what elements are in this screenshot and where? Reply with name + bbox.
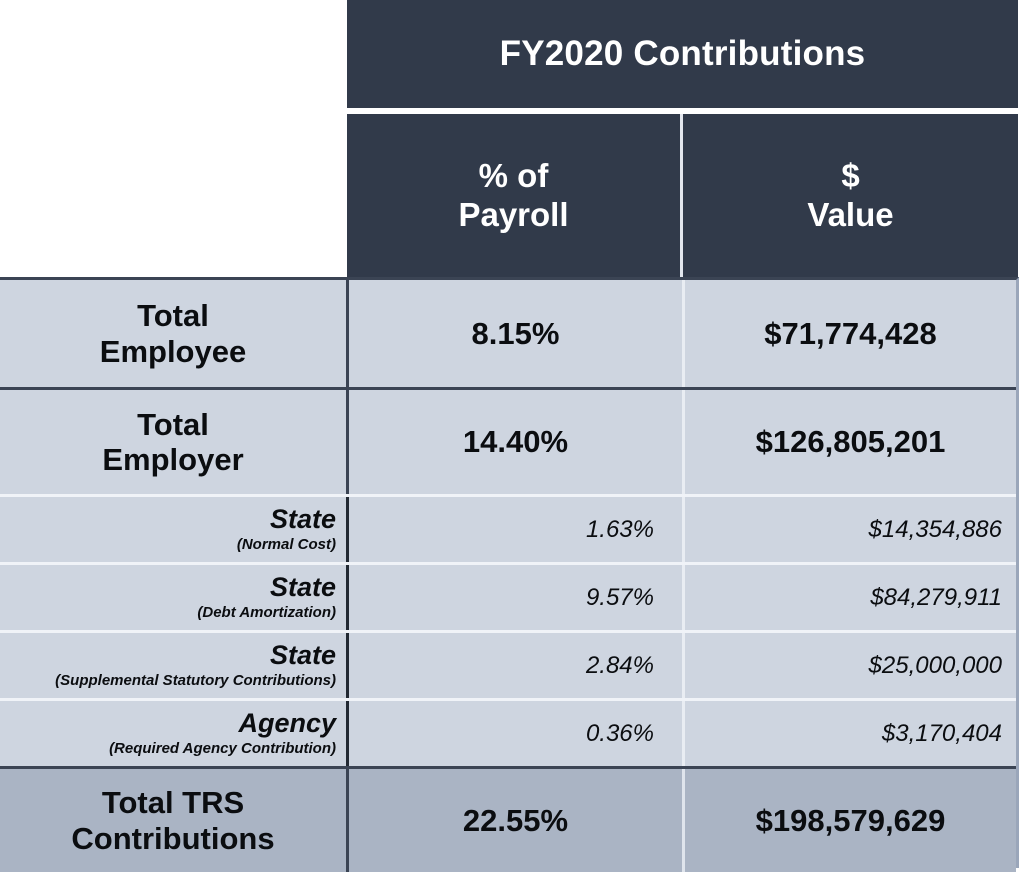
total-row-dollar-cell: $198,579,629 xyxy=(685,769,1016,872)
row-label-cell: Total Employer xyxy=(0,390,349,494)
row-label: Agency xyxy=(238,707,336,738)
row-dollar-value: $14,354,886 xyxy=(868,515,1002,543)
row-label-cell: State (Normal Cost) xyxy=(0,497,349,562)
row-percent-cell: 1.63% xyxy=(349,497,685,562)
column-header-percent-of-payroll: % of Payroll xyxy=(347,114,683,277)
row-percent-cell: 9.57% xyxy=(349,565,685,630)
page-title: FY2020 Contributions xyxy=(499,33,866,73)
row-dollar-cell: $71,774,428 xyxy=(685,280,1016,387)
row-percent-value: 8.15% xyxy=(471,315,560,351)
table-total-row: Total TRS Contributions 22.55% $198,579,… xyxy=(0,766,1016,872)
row-percent-cell: 8.15% xyxy=(349,280,685,387)
table-row: State (Normal Cost) 1.63% $14,354,886 xyxy=(0,494,1016,562)
total-row-percent-value: 22.55% xyxy=(462,802,569,838)
row-label: State xyxy=(269,571,336,602)
total-row-label: Total TRS Contributions xyxy=(71,785,275,856)
row-label-note: (Normal Cost) xyxy=(236,536,336,554)
row-label: State xyxy=(269,503,336,534)
row-label-cell: Total Employee xyxy=(0,280,349,387)
total-row-dollar-value: $198,579,629 xyxy=(755,802,946,838)
column-header-dollar-value: $ Value xyxy=(683,114,1018,277)
row-percent-value: 1.63% xyxy=(585,515,654,543)
row-label-note: (Required Agency Contribution) xyxy=(109,740,336,758)
column-header-percent-of-payroll-label: % of Payroll xyxy=(458,156,569,233)
row-dollar-cell: $3,170,404 xyxy=(685,701,1016,766)
column-header-row: % of Payroll $ Value xyxy=(347,114,1018,277)
row-label-cell: Agency (Required Agency Contribution) xyxy=(0,701,349,766)
row-dollar-cell: $25,000,000 xyxy=(685,633,1016,698)
table-row: Total Employer 14.40% $126,805,201 xyxy=(0,387,1016,494)
table-title-banner: FY2020 Contributions xyxy=(347,0,1018,108)
row-label: Total Employer xyxy=(102,406,244,477)
total-row-percent-cell: 22.55% xyxy=(349,769,685,872)
row-dollar-cell: $84,279,911 xyxy=(685,565,1016,630)
row-dollar-value: $25,000,000 xyxy=(868,651,1002,679)
row-label-cell: State (Debt Amortization) xyxy=(0,565,349,630)
row-label-note: (Debt Amortization) xyxy=(197,604,336,622)
row-label: Total Employee xyxy=(99,298,247,369)
table-body: Total Employee 8.15% $71,774,428 Total E… xyxy=(0,277,1019,872)
row-dollar-value: $126,805,201 xyxy=(755,424,946,459)
row-label: State xyxy=(269,639,336,670)
row-dollar-cell: $126,805,201 xyxy=(685,390,1016,494)
row-label-cell: State (Supplemental Statutory Contributi… xyxy=(0,633,349,698)
row-percent-cell: 0.36% xyxy=(349,701,685,766)
table-row: State (Debt Amortization) 9.57% $84,279,… xyxy=(0,562,1016,630)
row-percent-cell: 2.84% xyxy=(349,633,685,698)
table-row: Agency (Required Agency Contribution) 0.… xyxy=(0,698,1016,766)
row-dollar-cell: $14,354,886 xyxy=(685,497,1016,562)
row-percent-value: 9.57% xyxy=(585,583,654,611)
row-percent-value: 14.40% xyxy=(462,424,569,459)
row-percent-cell: 14.40% xyxy=(349,390,685,494)
row-dollar-value: $84,279,911 xyxy=(870,583,1002,611)
table-row: State (Supplemental Statutory Contributi… xyxy=(0,630,1016,698)
row-dollar-value: $3,170,404 xyxy=(881,719,1002,747)
row-label-note: (Supplemental Statutory Contributions) xyxy=(55,672,336,690)
column-header-dollar-value-label: $ Value xyxy=(807,156,894,233)
total-row-label-cell: Total TRS Contributions xyxy=(0,769,349,872)
row-dollar-value: $71,774,428 xyxy=(764,315,937,351)
row-percent-value: 0.36% xyxy=(585,719,654,747)
table-row: Total Employee 8.15% $71,774,428 xyxy=(0,280,1016,387)
row-percent-value: 2.84% xyxy=(585,651,654,679)
